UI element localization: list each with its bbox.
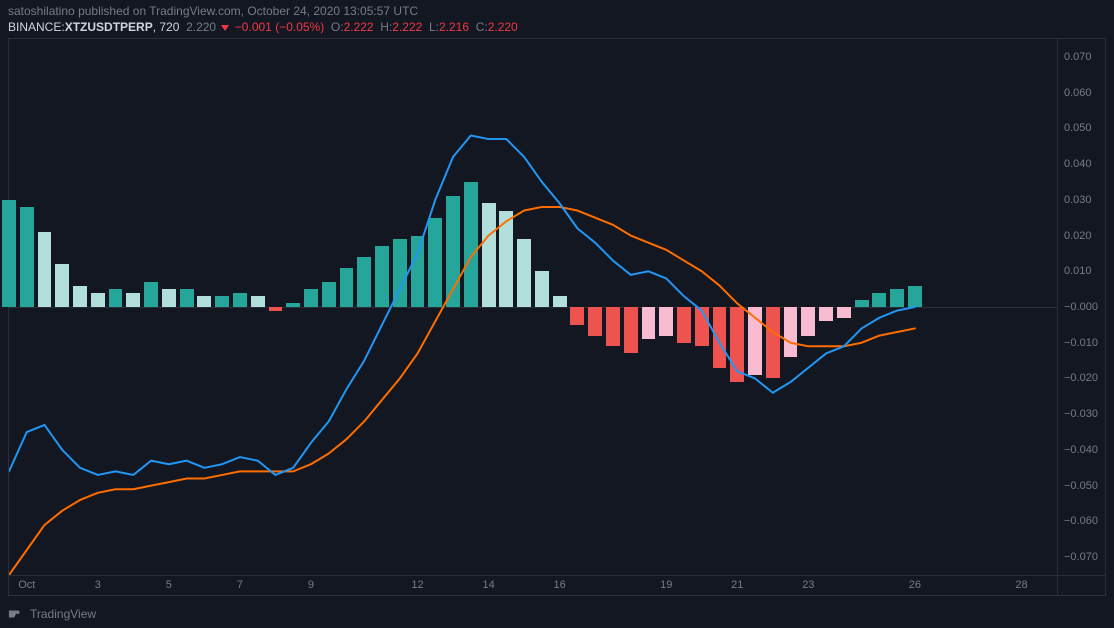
histogram-bar bbox=[748, 307, 762, 375]
symbol-info: BINANCE:XTZUSDTPERP, 720 2.220 −0.001 (−… bbox=[8, 20, 1106, 34]
histogram-bar bbox=[55, 264, 69, 307]
y-tick-label: −0.000 bbox=[1064, 301, 1098, 313]
x-tick-label: Oct bbox=[18, 579, 35, 591]
histogram-bar bbox=[304, 289, 318, 307]
histogram-bar bbox=[38, 232, 52, 307]
y-tick-label: −0.030 bbox=[1064, 408, 1098, 420]
histogram-bar bbox=[357, 257, 371, 307]
histogram-bar bbox=[624, 307, 638, 353]
x-axis: Oct 3 5 7 9 12 14 16 19 21 23 26 28 bbox=[9, 575, 1057, 595]
histogram-bar bbox=[766, 307, 780, 378]
histogram-bar bbox=[464, 182, 478, 307]
histogram-bar bbox=[499, 211, 513, 307]
histogram-bar bbox=[215, 296, 229, 307]
x-tick-label: 23 bbox=[802, 579, 814, 591]
x-tick-label: 9 bbox=[308, 579, 314, 591]
histogram-bar bbox=[606, 307, 620, 346]
y-tick-label: 0.060 bbox=[1064, 87, 1092, 99]
histogram-bar bbox=[286, 303, 300, 307]
histogram-bar bbox=[109, 289, 123, 307]
down-arrow-icon bbox=[221, 25, 229, 31]
publish-info: satoshilatino published on TradingView.c… bbox=[8, 4, 1106, 18]
y-tick-label: 0.050 bbox=[1064, 122, 1092, 134]
histogram-bar bbox=[677, 307, 691, 343]
y-tick-label: 0.040 bbox=[1064, 158, 1092, 170]
histogram-bar bbox=[535, 271, 549, 307]
y-tick-label: 0.070 bbox=[1064, 51, 1092, 63]
y-tick-label: 0.010 bbox=[1064, 265, 1092, 277]
y-axis: 0.070 0.060 0.050 0.040 0.030 0.020 0.010 −0.00… bbox=[1057, 39, 1105, 575]
x-tick-label: 28 bbox=[1015, 579, 1027, 591]
x-tick-label: 19 bbox=[660, 579, 672, 591]
y-tick-label: −0.040 bbox=[1064, 444, 1098, 456]
histogram-bar bbox=[730, 307, 744, 382]
histogram-bar bbox=[428, 218, 442, 307]
histogram-bar bbox=[801, 307, 815, 336]
x-tick-label: 14 bbox=[482, 579, 494, 591]
y-tick-label: −0.010 bbox=[1064, 337, 1098, 349]
histogram-bar bbox=[91, 293, 105, 307]
histogram-bar bbox=[144, 282, 158, 307]
axis-corner bbox=[1057, 575, 1105, 595]
author: satoshilatino bbox=[8, 4, 75, 18]
y-tick-label: −0.020 bbox=[1064, 372, 1098, 384]
histogram-bar bbox=[570, 307, 584, 325]
histogram-bar bbox=[2, 200, 16, 307]
x-tick-label: 12 bbox=[411, 579, 423, 591]
histogram-bar bbox=[20, 207, 34, 307]
y-tick-label: −0.050 bbox=[1064, 480, 1098, 492]
histogram-bar bbox=[73, 286, 87, 307]
x-tick-label: 21 bbox=[731, 579, 743, 591]
y-tick-label: 0.030 bbox=[1064, 194, 1092, 206]
histogram-bar bbox=[162, 289, 176, 307]
x-tick-label: 3 bbox=[95, 579, 101, 591]
plot-area[interactable] bbox=[9, 39, 1057, 575]
chart-header: satoshilatino published on TradingView.c… bbox=[0, 0, 1114, 36]
histogram-bar bbox=[197, 296, 211, 307]
histogram-bar bbox=[180, 289, 194, 307]
x-tick-label: 5 bbox=[166, 579, 172, 591]
histogram-bar bbox=[695, 307, 709, 346]
brand-footer[interactable]: TradingView bbox=[8, 606, 96, 622]
x-tick-label: 26 bbox=[909, 579, 921, 591]
histogram-bar bbox=[872, 293, 886, 307]
histogram-bar bbox=[340, 268, 354, 307]
brand-label: TradingView bbox=[30, 607, 96, 621]
y-tick-label: 0.020 bbox=[1064, 230, 1092, 242]
y-tick-label: −0.060 bbox=[1064, 515, 1098, 527]
tradingview-logo-icon bbox=[8, 606, 24, 622]
histogram-bar bbox=[659, 307, 673, 336]
histogram-bar bbox=[482, 203, 496, 307]
zero-line bbox=[9, 307, 1057, 308]
histogram-bar bbox=[553, 296, 567, 307]
histogram-bar bbox=[890, 289, 904, 307]
y-tick-label: −0.070 bbox=[1064, 551, 1098, 563]
histogram-bar bbox=[837, 307, 851, 318]
histogram-bar bbox=[411, 236, 425, 307]
histogram-bar bbox=[588, 307, 602, 336]
histogram-bar bbox=[713, 307, 727, 368]
histogram-bar bbox=[269, 307, 283, 311]
histogram-bar bbox=[375, 246, 389, 307]
chart-panel[interactable]: 0.070 0.060 0.050 0.040 0.030 0.020 0.010 −0.00… bbox=[8, 38, 1106, 596]
histogram-bar bbox=[251, 296, 265, 307]
histogram-bar bbox=[393, 239, 407, 307]
histogram-bar bbox=[517, 239, 531, 307]
x-tick-label: 7 bbox=[237, 579, 243, 591]
x-tick-label: 16 bbox=[554, 579, 566, 591]
histogram-bar bbox=[819, 307, 833, 321]
histogram-bar bbox=[642, 307, 656, 339]
histogram-bar bbox=[784, 307, 798, 357]
histogram-bar bbox=[908, 286, 922, 307]
histogram-bar bbox=[322, 282, 336, 307]
histogram-bar bbox=[446, 196, 460, 307]
histogram-bar bbox=[855, 300, 869, 307]
histogram-bar bbox=[233, 293, 247, 307]
histogram-bar bbox=[126, 293, 140, 307]
